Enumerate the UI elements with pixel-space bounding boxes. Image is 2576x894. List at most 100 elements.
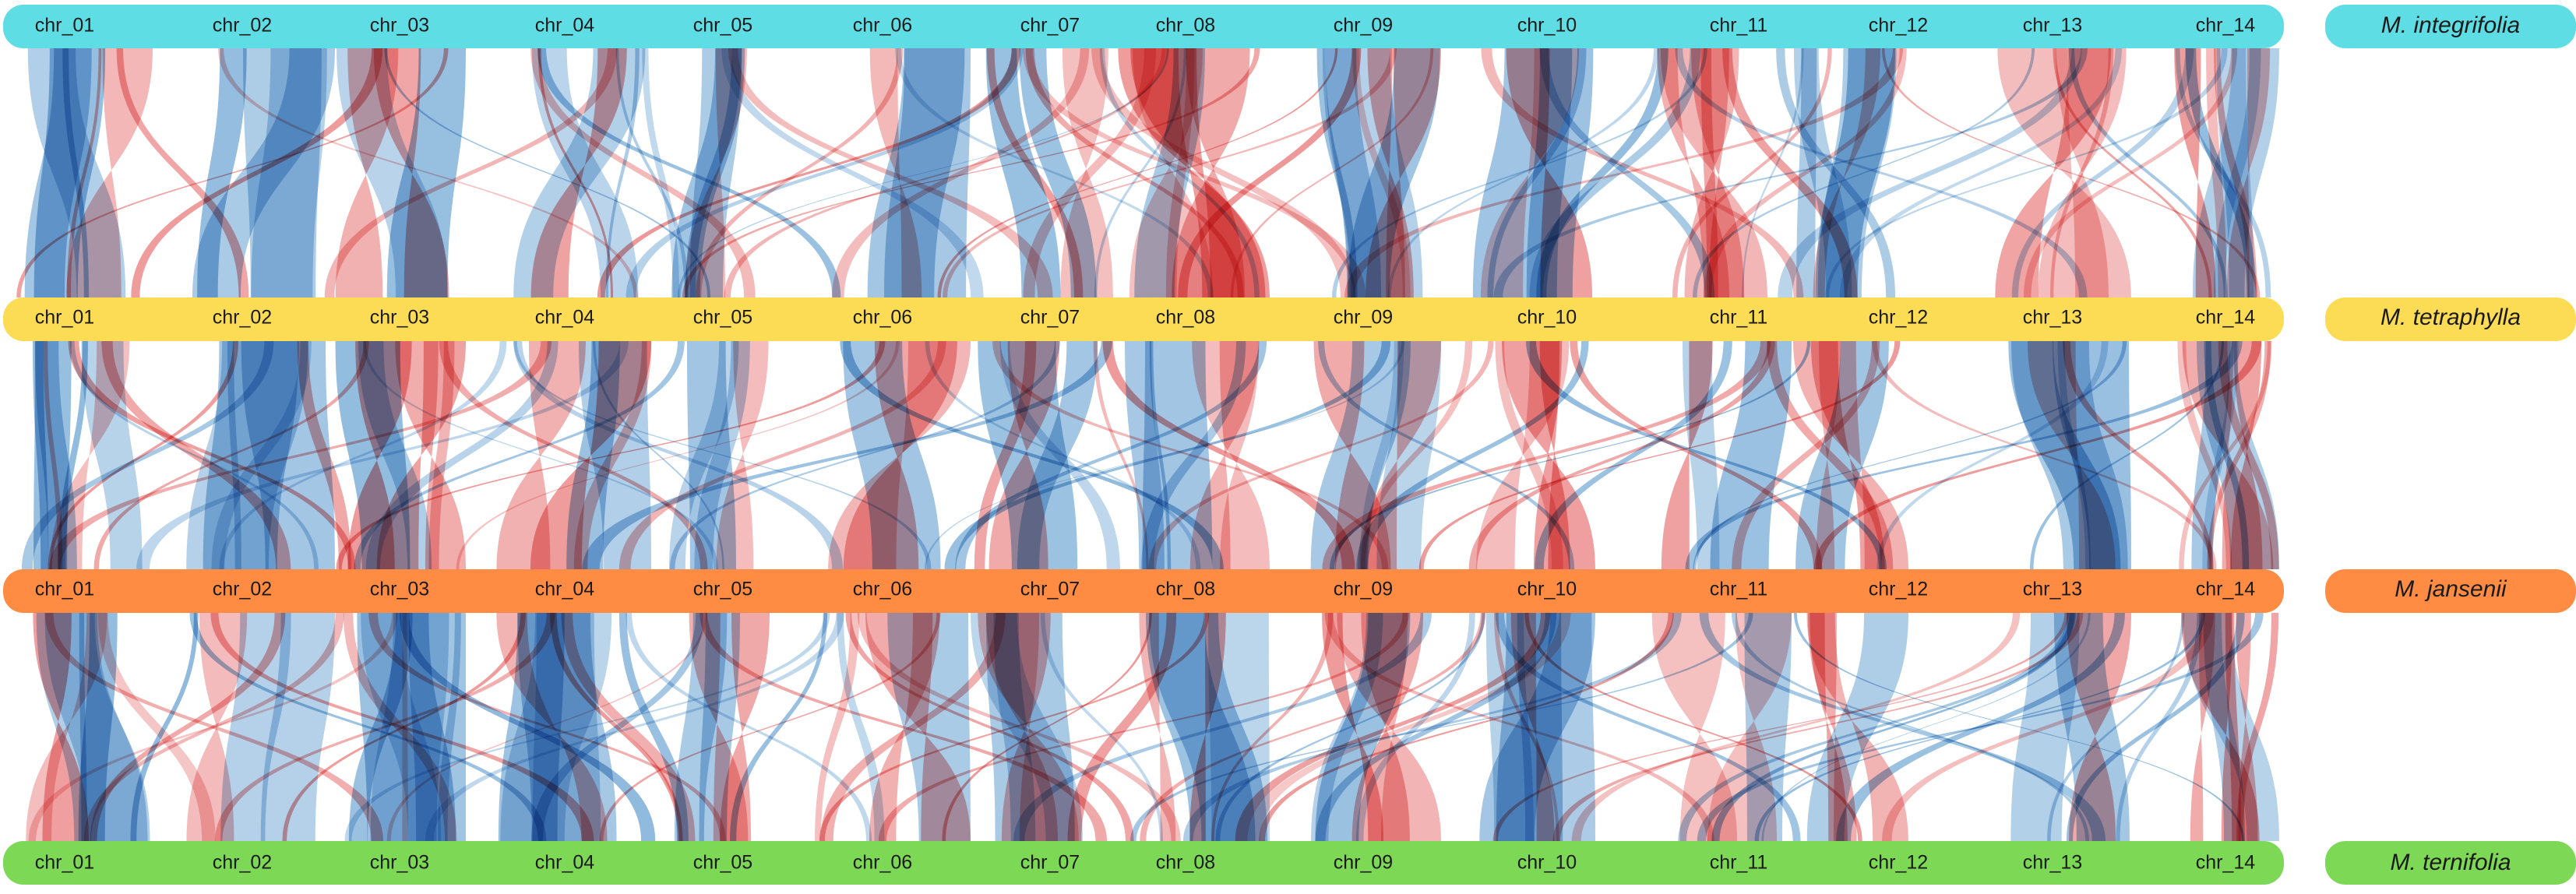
synteny-ribbon bbox=[944, 341, 1391, 569]
chromosome-track-bar bbox=[3, 569, 2284, 613]
species-pill bbox=[2325, 5, 2576, 48]
synteny-ribbon bbox=[1699, 613, 2106, 841]
chromosome-label: chr_02 bbox=[213, 307, 272, 329]
synteny-ribbon bbox=[251, 48, 327, 297]
synteny-ribbon bbox=[682, 48, 1260, 297]
synteny-ribbon bbox=[677, 48, 1169, 297]
synteny-ribbon bbox=[2030, 341, 2225, 569]
synteny-ribbon bbox=[1704, 48, 1907, 297]
chromosome-label: chr_10 bbox=[1517, 852, 1577, 874]
synteny-ribbon bbox=[1693, 341, 2127, 569]
synteny-ribbon bbox=[1535, 341, 1732, 569]
chromosome-label: chr_01 bbox=[35, 307, 94, 329]
synteny-ribbon bbox=[344, 613, 830, 841]
synteny-ribbon bbox=[1570, 341, 1823, 569]
synteny-ribbon bbox=[1732, 613, 2090, 841]
synteny-ribbon bbox=[1355, 613, 1475, 841]
synteny-ribbon bbox=[1140, 613, 1486, 841]
synteny-ribbon bbox=[2214, 48, 2261, 297]
synteny-ribbon bbox=[537, 48, 614, 297]
chromosome-label: chr_05 bbox=[693, 852, 752, 874]
chromosome-label: chr_09 bbox=[1334, 579, 1393, 600]
chromosome-label: chr_06 bbox=[853, 852, 912, 874]
synteny-ribbon bbox=[130, 613, 199, 841]
synteny-ribbon bbox=[1130, 613, 1753, 841]
synteny-ribbon bbox=[1872, 341, 2217, 569]
synteny-ribbon bbox=[943, 48, 1397, 297]
synteny-ribbon bbox=[1495, 613, 1801, 841]
synteny-ribbon bbox=[729, 613, 828, 841]
synteny-ribbon bbox=[1231, 48, 1434, 297]
synteny-ribbon bbox=[1552, 613, 2084, 841]
synteny-ribbon bbox=[669, 341, 1060, 569]
synteny-ribbon bbox=[857, 613, 1181, 841]
synteny-ribbon bbox=[1571, 613, 2021, 841]
synteny-ribbon bbox=[1310, 341, 1411, 569]
chromosome-label: chr_01 bbox=[35, 15, 94, 37]
chromosome-label: chr_01 bbox=[35, 579, 94, 600]
synteny-ribbon bbox=[878, 613, 1409, 841]
synteny-ribbon bbox=[955, 341, 1267, 569]
chromosome-label: chr_10 bbox=[1517, 15, 1577, 37]
synteny-ribbon bbox=[1330, 341, 1811, 569]
synteny-ribbon bbox=[1495, 341, 1563, 569]
synteny-ribbon bbox=[845, 613, 1134, 841]
synteny-ribbon bbox=[368, 613, 726, 841]
chromosome-label: chr_14 bbox=[2196, 579, 2256, 600]
synteny-ribbon bbox=[2047, 613, 2185, 841]
synteny-ribbon bbox=[1761, 613, 2091, 841]
synteny-ribbon bbox=[1839, 48, 2122, 297]
synteny-ribbon bbox=[1776, 48, 1896, 297]
chromosome-label: chr_04 bbox=[535, 15, 595, 37]
synteny-ribbon bbox=[439, 341, 708, 569]
synteny-ribbon bbox=[2050, 48, 2114, 297]
synteny-ribbon bbox=[365, 341, 559, 569]
synteny-ribbon bbox=[1675, 48, 2088, 297]
synteny-ribbon bbox=[1876, 341, 2109, 569]
synteny-ribbon bbox=[218, 48, 639, 297]
chromosome-label: chr_11 bbox=[1710, 307, 1768, 329]
synteny-ribbon bbox=[362, 341, 718, 569]
chromosome-label: chr_05 bbox=[693, 15, 752, 37]
synteny-ribbon bbox=[2207, 341, 2271, 569]
synteny-ribbon bbox=[1235, 613, 1551, 841]
chromosome-label: chr_11 bbox=[1710, 579, 1768, 600]
synteny-ribbon bbox=[1259, 613, 1674, 841]
synteny-ribbon bbox=[1332, 48, 1707, 297]
synteny-ribbon bbox=[1094, 48, 1187, 297]
synteny-ribbon bbox=[1539, 48, 1715, 297]
chromosome-label: chr_05 bbox=[693, 307, 752, 329]
synteny-ribbon bbox=[1025, 48, 1244, 297]
chromosome-label: chr_03 bbox=[370, 307, 429, 329]
chromosome-label: chr_03 bbox=[370, 579, 429, 600]
synteny-ribbon bbox=[840, 341, 1224, 569]
synteny-ribbon bbox=[1102, 341, 1355, 569]
synteny-ribbon bbox=[425, 613, 844, 841]
synteny-ribbon bbox=[2011, 48, 2194, 297]
synteny-ribbon bbox=[942, 613, 1152, 841]
synteny-gap-3 bbox=[26, 613, 2279, 841]
chromosome-label: chr_07 bbox=[1020, 579, 1080, 600]
synteny-ribbon bbox=[1700, 48, 1718, 297]
synteny-ribbon bbox=[1536, 48, 1669, 297]
synteny-ribbon bbox=[615, 48, 689, 297]
synteny-ribbon bbox=[354, 341, 685, 569]
chromosome-label: chr_04 bbox=[535, 852, 595, 874]
synteny-ribbon bbox=[695, 48, 904, 297]
synteny-ribbon bbox=[1685, 341, 2243, 569]
chromosome-label: chr_02 bbox=[213, 15, 272, 37]
synteny-ribbon bbox=[68, 341, 356, 569]
chromosome-label: chr_04 bbox=[535, 579, 595, 600]
synteny-ribbon bbox=[867, 48, 965, 297]
synteny-ribbon bbox=[1246, 613, 1571, 841]
chromosome-label: chr_13 bbox=[2023, 852, 2082, 874]
synteny-ribbon bbox=[1481, 48, 1804, 297]
species-pill bbox=[2325, 297, 2576, 341]
synteny-ribbon bbox=[44, 613, 148, 841]
synteny-ribbon bbox=[728, 48, 1053, 297]
chromosome-label: chr_12 bbox=[1869, 852, 1928, 874]
synteny-ribbon bbox=[1316, 48, 1358, 297]
synteny-ribbon bbox=[2057, 341, 2091, 569]
synteny-ribbon bbox=[24, 48, 92, 297]
synteny-ribbon bbox=[597, 48, 1020, 297]
